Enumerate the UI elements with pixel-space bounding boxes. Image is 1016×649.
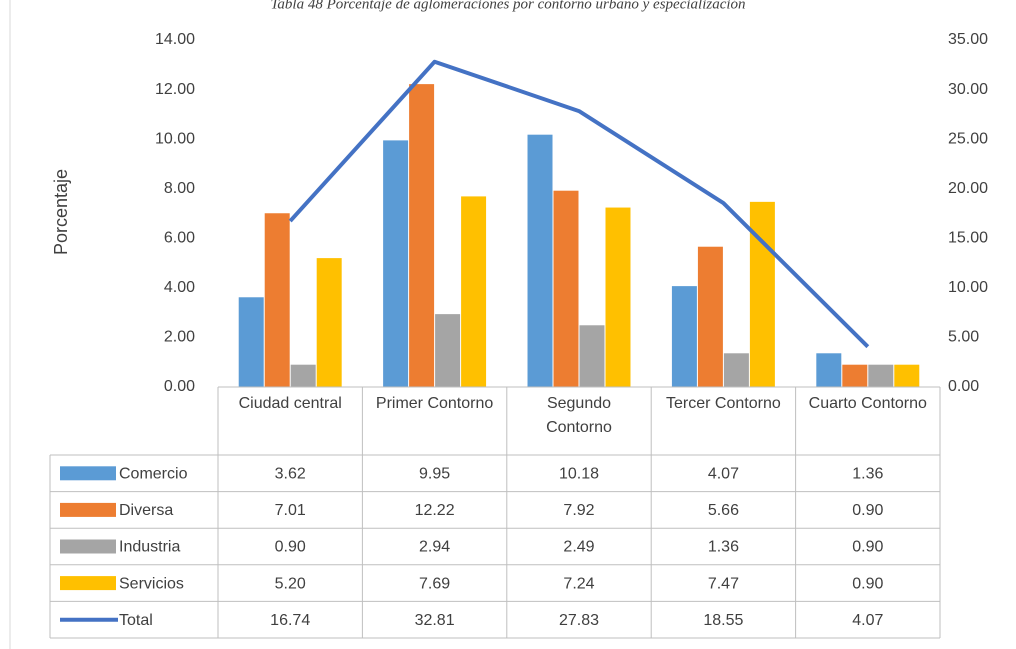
bar	[238, 297, 264, 387]
y-axis-label: Porcentaje	[51, 169, 71, 255]
legend-label: Total	[119, 612, 153, 629]
table-value: 27.83	[559, 612, 599, 629]
legend-key	[60, 576, 116, 591]
y2-tick-label: 25.00	[948, 130, 988, 147]
y2-tick-label: 5.00	[948, 329, 979, 346]
y-tick-label: 4.00	[164, 279, 195, 296]
y-tick-label: 8.00	[164, 180, 195, 197]
y2-tick-label: 15.00	[948, 230, 988, 247]
table-value: 18.55	[703, 612, 743, 629]
y2-tick-label: 20.00	[948, 180, 988, 197]
table-value: 12.22	[415, 502, 455, 519]
table-value: 0.90	[852, 539, 883, 556]
table-value: 7.47	[708, 575, 739, 592]
bar	[671, 286, 697, 387]
table-value: 7.24	[563, 575, 594, 592]
bar	[316, 258, 342, 387]
table-value: 0.90	[852, 575, 883, 592]
bar	[290, 364, 316, 387]
bar	[697, 246, 723, 387]
y2-tick-label: 0.00	[948, 378, 979, 395]
legend-key	[60, 466, 116, 481]
table-value: 32.81	[415, 612, 455, 629]
y-tick-label: 10.00	[155, 130, 195, 147]
category-label: Tercer Contorno	[666, 395, 781, 412]
legend-label: Industria	[119, 539, 180, 556]
bar	[264, 213, 290, 387]
y-tick-label: 12.00	[155, 81, 195, 98]
bar	[435, 314, 461, 387]
legend-label: Diversa	[119, 502, 173, 519]
category-label: Primer Contorno	[375, 395, 494, 412]
table-value: 7.69	[419, 575, 450, 592]
table-value: 1.36	[708, 539, 739, 556]
bar	[868, 364, 894, 387]
y-tick-label: 0.00	[164, 378, 195, 395]
bar	[842, 364, 868, 387]
bar	[527, 134, 553, 387]
table-value: 0.90	[275, 539, 306, 556]
category-label: Cuarto Contorno	[808, 395, 927, 412]
y-tick-label: 2.00	[164, 329, 195, 346]
bar	[409, 84, 435, 388]
table-value: 1.36	[852, 466, 883, 483]
table-value: 0.90	[852, 502, 883, 519]
category-label: Segundo Contorno	[546, 395, 612, 436]
table-value: 4.07	[852, 612, 883, 629]
line-series	[288, 59, 870, 349]
bar	[749, 201, 775, 387]
table-value: 2.94	[419, 539, 450, 556]
y-tick-label: 14.00	[155, 31, 195, 48]
bar	[383, 140, 409, 387]
y-tick-label: 6.00	[164, 230, 195, 247]
y2-tick-label: 35.00	[948, 31, 988, 48]
table-value: 16.74	[270, 612, 310, 629]
legend-key	[60, 502, 116, 517]
table-value: 7.01	[275, 502, 306, 519]
y2-tick-label: 10.00	[948, 279, 988, 296]
bar	[723, 353, 749, 387]
bar	[816, 353, 842, 387]
bar	[553, 190, 579, 387]
bar	[894, 364, 920, 387]
y2-tick-label: 30.00	[948, 81, 988, 98]
bar	[605, 207, 631, 387]
table-value: 2.49	[563, 539, 594, 556]
table-value: 5.66	[708, 502, 739, 519]
legend-key	[60, 539, 116, 554]
bar	[461, 196, 487, 387]
table-value: 3.62	[275, 466, 306, 483]
table-value: 9.95	[419, 466, 450, 483]
category-label: Ciudad central	[238, 395, 342, 412]
legend-label: Servicios	[119, 575, 184, 592]
legend-label: Comercio	[119, 466, 188, 483]
table-value: 7.92	[563, 502, 594, 519]
table-value: 4.07	[708, 466, 739, 483]
bar	[579, 325, 605, 387]
chart-title: Tabla 48 Porcentaje de aglomeraciones po…	[270, 0, 745, 12]
table-value: 10.18	[559, 466, 599, 483]
table-value: 5.20	[275, 575, 306, 592]
